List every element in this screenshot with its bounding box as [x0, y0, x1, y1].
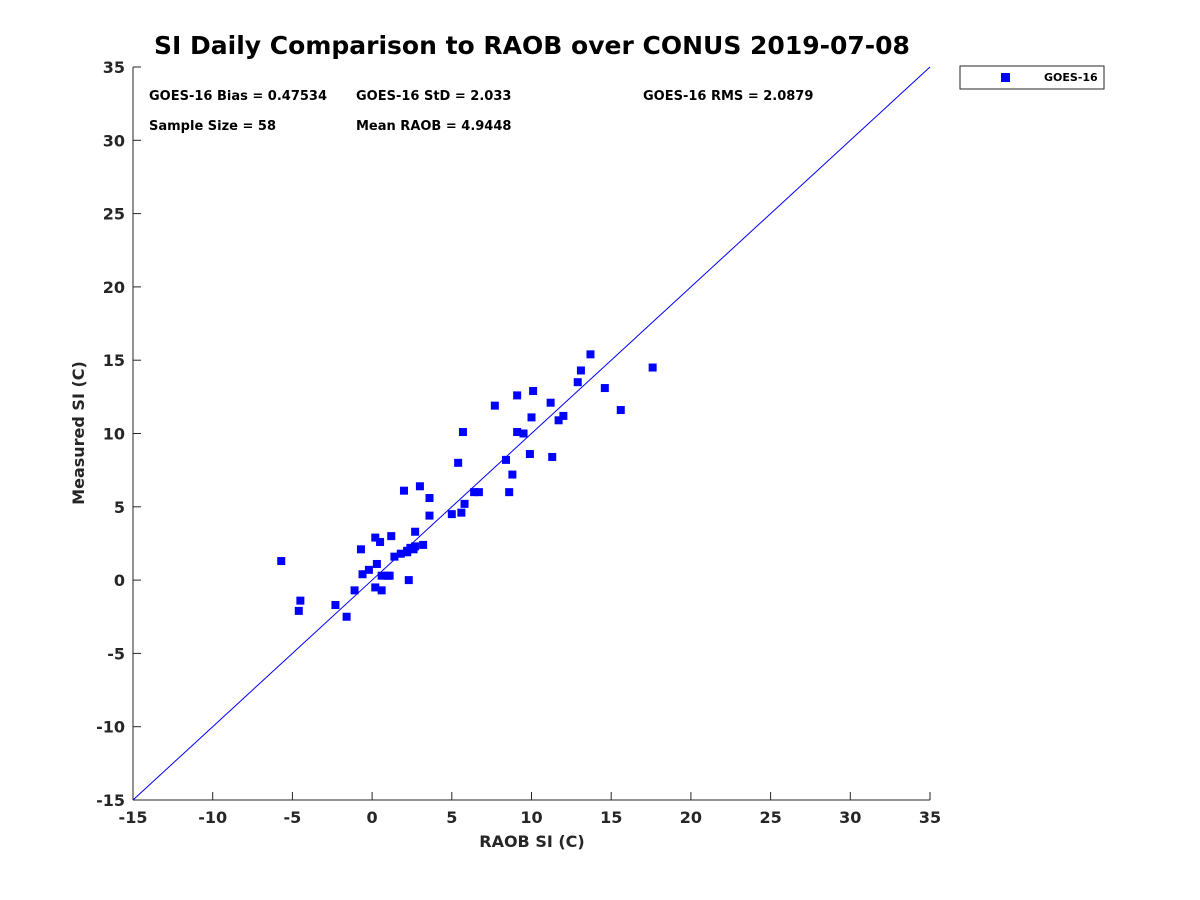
data-point [411, 542, 420, 551]
data-point [586, 350, 595, 359]
data-point [390, 552, 399, 561]
data-point [356, 545, 365, 554]
y-tick-label: -15 [96, 791, 125, 810]
data-point [513, 391, 522, 400]
data-point [559, 411, 568, 420]
x-tick-label: 30 [839, 808, 861, 827]
y-tick-label: 10 [103, 425, 125, 444]
data-point [371, 533, 380, 542]
data-point [457, 508, 466, 517]
chart-title: SI Daily Comparison to RAOB over CONUS 2… [154, 31, 910, 60]
data-point [573, 378, 582, 387]
data-point [350, 586, 359, 595]
data-point [371, 583, 380, 592]
data-point [513, 428, 522, 437]
y-tick-label: 30 [103, 131, 125, 150]
data-point [546, 398, 555, 407]
x-tick-label: 15 [600, 808, 622, 827]
y-axis-label: Measured SI (C) [69, 361, 88, 505]
data-point [372, 559, 381, 568]
data-point [415, 482, 424, 491]
stat-bias: GOES-16 Bias = 0.47534 [149, 89, 327, 104]
data-point [474, 488, 483, 497]
data-point [525, 450, 534, 459]
legend: GOES-16 [959, 65, 1105, 90]
data-point [508, 470, 517, 479]
data-point [396, 549, 405, 558]
data-point [447, 510, 456, 519]
axis-ticks: -15 -10 -5 0 5 10 15 20 25 30 35 -15 -10 -5 0 5 10 15 20 25… [96, 58, 941, 827]
x-tick-label: -10 [198, 808, 227, 827]
data-point [454, 458, 463, 467]
y-tick-label: -10 [96, 718, 125, 737]
data-point [554, 416, 563, 425]
data-points [277, 350, 657, 621]
y-tick-label: 20 [103, 278, 125, 297]
x-tick-label: 25 [759, 808, 781, 827]
data-point [399, 486, 408, 495]
data-point [377, 571, 386, 580]
data-point [296, 596, 305, 605]
x-tick-label: 10 [520, 808, 542, 827]
stat-std: GOES-16 StD = 2.033 [356, 89, 511, 104]
x-tick-label: 20 [680, 808, 702, 827]
data-point [331, 601, 340, 610]
data-point [501, 455, 510, 464]
data-point [527, 413, 536, 422]
data-point [425, 494, 434, 503]
x-tick-label: 0 [367, 808, 378, 827]
x-tick-label: -15 [119, 808, 148, 827]
stat-sample-size: Sample Size = 58 [149, 119, 276, 134]
data-point [505, 488, 514, 497]
data-point [648, 363, 657, 372]
y-tick-label: -5 [107, 644, 125, 663]
data-point [419, 540, 428, 549]
y-tick-label: 35 [103, 58, 125, 77]
y-tick-label: 0 [114, 571, 125, 590]
data-point [576, 366, 585, 375]
data-point [277, 557, 286, 566]
data-point [377, 586, 386, 595]
data-point [529, 386, 538, 395]
y-tick-label: 25 [103, 205, 125, 224]
stat-rms: GOES-16 RMS = 2.0879 [643, 89, 813, 104]
y-tick-label: 15 [103, 351, 125, 370]
x-tick-label: 5 [446, 808, 457, 827]
stat-mean-raob: Mean RAOB = 4.9448 [356, 119, 511, 134]
one-to-one-line [132, 66, 931, 801]
data-point [519, 429, 528, 438]
data-point [294, 606, 303, 615]
data-point [600, 384, 609, 393]
data-point [376, 537, 385, 546]
data-point [458, 428, 467, 437]
plot-area: -15 -10 -5 0 5 10 15 20 25 30 35 -15 -10 -5 0 5 10 15 20 25… [96, 58, 941, 827]
data-point [425, 511, 434, 520]
legend-marker-goes-16 [1001, 73, 1010, 82]
data-point [404, 576, 413, 585]
legend-box [959, 65, 1105, 90]
data-point [411, 527, 420, 536]
data-point [342, 612, 351, 621]
data-point [548, 452, 557, 461]
data-point [470, 488, 479, 497]
data-point [616, 406, 625, 415]
x-tick-label: -5 [284, 808, 302, 827]
x-tick-label: 35 [919, 808, 941, 827]
x-axis-label: RAOB SI (C) [479, 832, 584, 851]
data-point [460, 499, 469, 508]
data-point [490, 401, 499, 410]
data-point [387, 532, 396, 541]
y-tick-label: 5 [114, 498, 125, 517]
data-point [358, 570, 367, 579]
legend-label-goes-16: GOES-16 [1044, 71, 1098, 84]
data-point [364, 565, 373, 574]
data-point [385, 571, 394, 580]
